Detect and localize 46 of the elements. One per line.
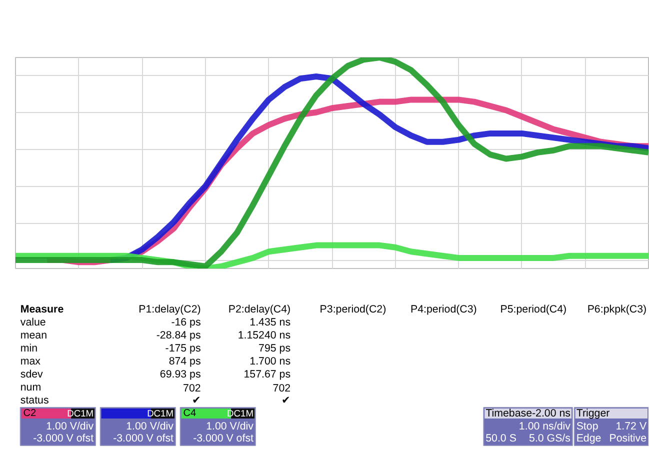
text: -16 ps xyxy=(171,316,201,328)
text: value xyxy=(20,316,46,328)
text: 1.00 ns/div xyxy=(518,420,572,432)
text: Edge xyxy=(576,432,602,444)
text: 50.0 S xyxy=(486,432,516,444)
text: -175 ps xyxy=(165,342,201,354)
text: 702 xyxy=(272,382,291,394)
text: sdev xyxy=(20,368,44,380)
text: C2 xyxy=(23,408,37,419)
text: 1.00 V/div xyxy=(46,420,94,432)
text: -3.000 V ofst xyxy=(193,432,254,444)
text: max xyxy=(20,356,42,368)
text: min xyxy=(20,342,38,354)
text: status xyxy=(20,394,49,406)
text: ✔ xyxy=(282,394,291,406)
text: 1.72 V xyxy=(616,420,648,432)
text: P6:pkpk(C3) xyxy=(587,304,647,316)
text: Stop xyxy=(576,420,598,432)
text: -3.000 V ofst xyxy=(33,432,94,444)
text: ✔ xyxy=(192,394,201,406)
text: 1.00 V/div xyxy=(126,420,174,432)
text: 1.435 ns xyxy=(250,316,291,328)
text: C4 xyxy=(183,408,196,419)
text: 702 xyxy=(183,382,201,394)
text: P5:period(C4) xyxy=(500,304,567,316)
text: Trigger xyxy=(576,408,610,420)
text: P3:period(C2) xyxy=(320,304,386,316)
text: -3.000 V ofst xyxy=(113,432,174,444)
text: -2.00 ns xyxy=(532,408,570,420)
text: P4:period(C3) xyxy=(410,304,477,316)
text: 1.00 V/div xyxy=(206,420,254,432)
text: mean xyxy=(20,330,48,342)
text: Positive xyxy=(609,432,647,444)
text: P2:delay(C4) xyxy=(228,304,291,316)
text: 157.67 ps xyxy=(244,368,291,380)
text: 795 ps xyxy=(258,342,291,354)
text: 5.0 GS/s xyxy=(529,432,570,444)
text: num xyxy=(20,382,42,394)
text: 874 ps xyxy=(168,356,201,368)
text: 1.15240 ns xyxy=(238,330,291,342)
text: -28.84 ps xyxy=(156,330,201,342)
text: 69.93 ps xyxy=(160,368,201,380)
text: 1.700 ns xyxy=(250,356,291,368)
text: P1:delay(C2) xyxy=(138,304,201,316)
text: Measure xyxy=(20,304,64,316)
text: Timebase xyxy=(486,408,532,420)
